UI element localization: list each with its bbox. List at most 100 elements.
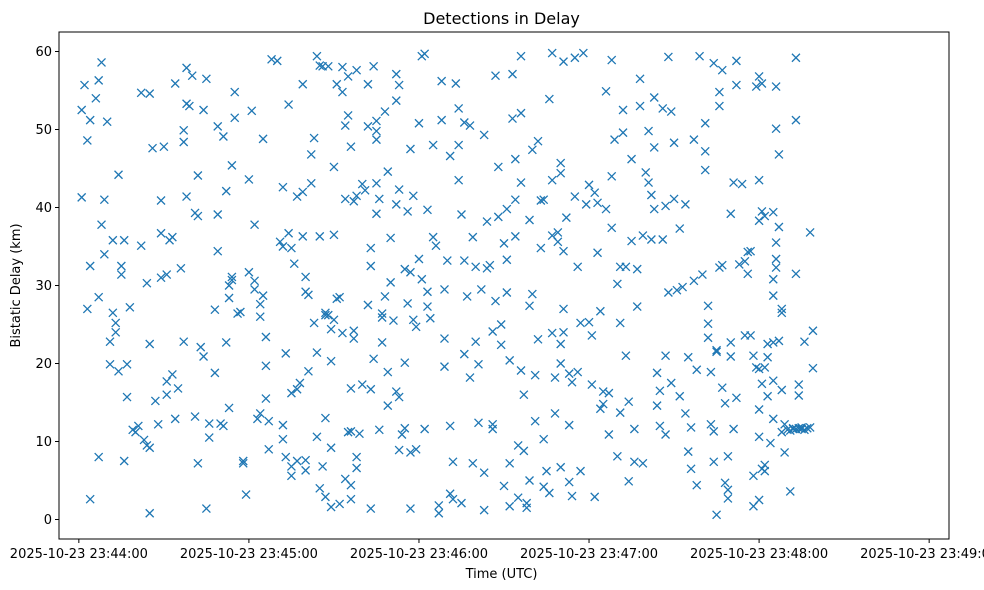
data-point xyxy=(255,299,265,309)
data-point xyxy=(607,55,617,65)
data-point xyxy=(329,230,339,240)
data-point xyxy=(170,79,180,88)
data-point xyxy=(587,380,597,390)
data-point xyxy=(179,125,189,135)
data-point xyxy=(595,306,605,316)
data-point xyxy=(491,71,500,81)
data-point xyxy=(386,233,396,243)
data-point xyxy=(278,420,288,430)
data-point xyxy=(286,243,296,253)
data-point xyxy=(451,79,461,88)
data-point xyxy=(196,342,206,352)
data-point xyxy=(116,261,126,271)
data-point xyxy=(516,178,526,187)
data-point xyxy=(621,262,631,272)
data-point xyxy=(227,160,237,170)
data-point xyxy=(440,334,449,343)
data-point xyxy=(91,93,101,103)
data-point xyxy=(794,391,804,400)
data-point xyxy=(383,401,393,411)
data-point xyxy=(459,118,469,127)
data-point xyxy=(224,293,234,303)
data-point xyxy=(114,170,123,180)
data-point xyxy=(508,69,517,79)
data-point xyxy=(292,192,302,202)
data-point xyxy=(805,423,815,432)
data-point xyxy=(377,309,387,319)
y-tick-label: 60 xyxy=(35,45,52,60)
data-point xyxy=(547,175,557,185)
data-point xyxy=(332,294,342,304)
data-point xyxy=(233,309,243,319)
y-tick-label: 20 xyxy=(35,357,52,372)
data-point xyxy=(80,80,89,90)
data-point xyxy=(771,254,781,264)
data-point xyxy=(502,255,512,265)
data-point xyxy=(230,113,240,123)
data-point xyxy=(255,312,265,322)
data-point xyxy=(457,210,466,219)
data-point xyxy=(298,79,308,89)
data-point xyxy=(675,224,685,234)
data-point xyxy=(349,196,359,206)
data-point xyxy=(570,192,580,202)
data-point xyxy=(663,288,673,297)
data-point xyxy=(649,142,659,152)
data-point xyxy=(213,121,223,131)
data-point xyxy=(556,359,566,368)
data-point xyxy=(306,178,316,188)
data-point xyxy=(777,385,787,395)
data-point xyxy=(187,71,197,81)
data-point xyxy=(440,362,449,372)
data-point xyxy=(638,231,648,241)
data-point xyxy=(264,416,274,426)
data-point xyxy=(261,394,271,404)
data-point xyxy=(122,392,132,402)
y-tick-label: 50 xyxy=(35,123,52,138)
data-point xyxy=(394,445,404,455)
data-point xyxy=(252,414,262,424)
data-point xyxy=(587,330,597,340)
data-point xyxy=(281,348,291,358)
chart-title: Detections in Delay xyxy=(423,9,580,28)
data-point xyxy=(264,444,274,454)
data-point xyxy=(496,340,506,350)
data-point xyxy=(717,383,727,393)
data-point xyxy=(425,313,435,323)
data-point xyxy=(320,413,330,423)
data-point xyxy=(85,261,95,271)
data-point xyxy=(593,198,602,208)
data-point xyxy=(349,334,359,343)
data-point xyxy=(516,366,526,375)
data-point xyxy=(576,466,585,476)
data-point xyxy=(428,140,438,150)
data-point xyxy=(808,363,818,373)
data-point xyxy=(683,447,693,457)
data-point xyxy=(564,477,574,487)
data-point xyxy=(533,334,543,344)
data-point xyxy=(771,263,781,273)
data-point xyxy=(488,424,498,434)
data-point xyxy=(354,429,364,439)
data-point xyxy=(471,337,481,347)
data-point xyxy=(757,206,767,216)
data-point xyxy=(618,105,628,115)
data-point xyxy=(646,235,656,244)
data-point xyxy=(607,171,617,181)
data-point xyxy=(638,458,648,468)
data-point xyxy=(445,151,455,161)
data-point xyxy=(241,490,251,499)
data-point xyxy=(340,194,350,204)
data-point xyxy=(244,267,254,277)
data-point xyxy=(377,313,387,322)
data-point xyxy=(731,393,741,403)
data-point xyxy=(303,290,313,300)
data-point xyxy=(669,194,679,204)
data-point xyxy=(712,510,722,520)
data-point xyxy=(706,367,716,377)
data-point xyxy=(247,106,257,116)
data-point xyxy=(167,232,177,242)
data-point xyxy=(352,191,362,201)
data-point xyxy=(275,237,285,247)
data-point xyxy=(525,301,534,311)
